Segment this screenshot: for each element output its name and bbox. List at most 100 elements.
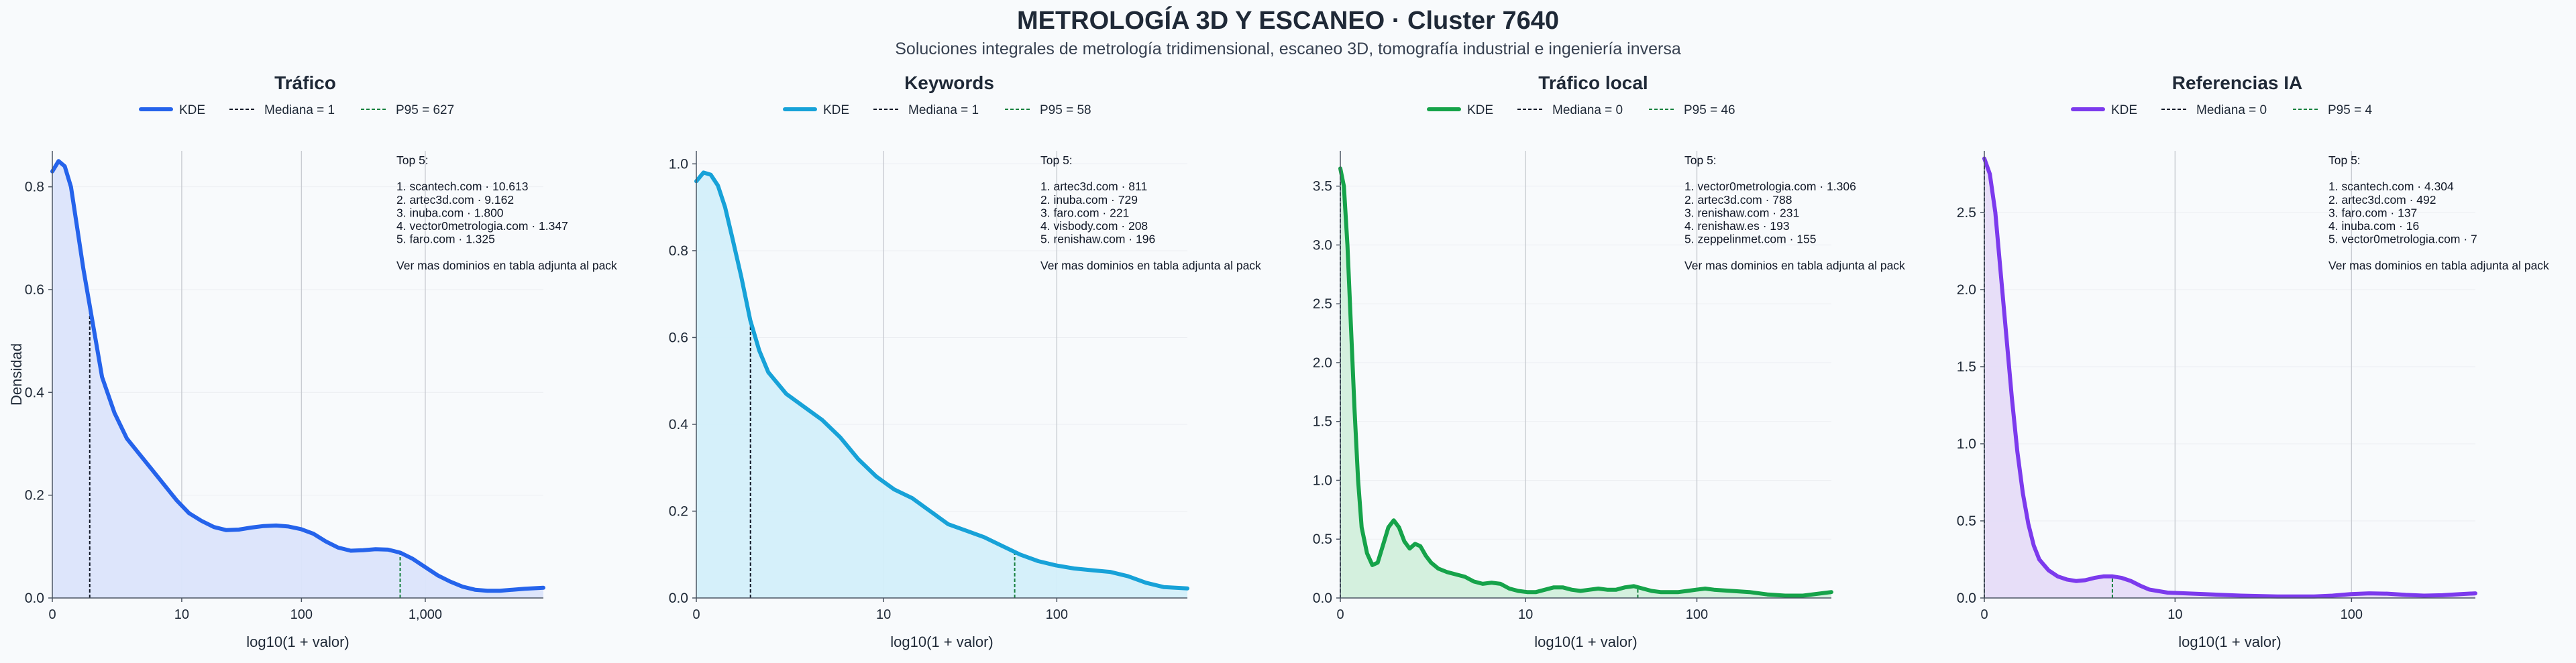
annotation-line: Ver mas dominios en tabla adjunta al pac… <box>396 259 617 272</box>
annotation-line: 2. artec3d.com · 9.162 <box>396 193 514 206</box>
y-tick-label: 2.5 <box>1957 205 1976 221</box>
y-tick-label: 0.0 <box>669 591 688 606</box>
y-tick-label: 0.8 <box>669 243 688 259</box>
x-tick-label: 100 <box>1046 607 1068 622</box>
x-tick-label: 10 <box>174 607 189 622</box>
x-tick-label: 10 <box>1518 607 1533 622</box>
x-tick-label: 1,000 <box>409 607 442 622</box>
x-tick-label: 0 <box>1980 607 1988 622</box>
annotation-line: 5. renishaw.com · 196 <box>1040 233 1155 246</box>
y-tick-label: 2.0 <box>1313 355 1332 371</box>
x-tick-label: 10 <box>2167 607 2182 622</box>
annotation-line: 4. inuba.com · 16 <box>2328 219 2419 233</box>
y-tick-label: 1.5 <box>1957 359 1976 375</box>
figure-subtitle: Soluciones integrales de metrología trid… <box>895 40 1681 58</box>
legend-kde-label: KDE <box>823 103 849 117</box>
legend: KDE Mediana = 0 P95 = 46 <box>1427 103 1735 117</box>
y-tick-label: 0.0 <box>1957 591 1976 606</box>
y-tick-label: 0.2 <box>669 503 688 519</box>
legend: KDE Mediana = 1 P95 = 627 <box>139 103 454 117</box>
x-tick-label: 100 <box>2341 607 2363 622</box>
y-tick-label: 1.5 <box>1313 414 1332 430</box>
y-tick-label: 0.0 <box>25 591 44 606</box>
annotation-line: 1. artec3d.com · 811 <box>1040 180 1147 193</box>
x-tick-label: 0 <box>692 607 700 622</box>
panel-title: Keywords <box>904 72 994 93</box>
kde-line <box>1338 166 1833 598</box>
panel-trafico: Tráfico KDE Mediana = 1 P95 = 627 0.0 0.2 0.4 0… <box>8 72 617 650</box>
y-tick-label: 2.5 <box>1313 296 1332 312</box>
panel-title: Referencias IA <box>2172 72 2303 93</box>
annotation-line: Top 5: <box>2328 154 2361 167</box>
y-tick-label: 0.4 <box>25 385 45 400</box>
annotation-line: 4. visbody.com · 208 <box>1040 219 1148 233</box>
annotation-line: 2. inuba.com · 729 <box>1040 193 1138 206</box>
x-tick-label: 100 <box>290 607 313 622</box>
legend-median-label: Mediana = 0 <box>2196 103 2267 117</box>
panel-title: Tráfico <box>274 72 336 93</box>
y-tick-label: 0.6 <box>25 282 44 298</box>
legend-kde-label: KDE <box>179 103 205 117</box>
annotation-line: 4. vector0metrologia.com · 1.347 <box>396 219 568 233</box>
kde-area <box>696 172 1187 598</box>
annotation-line: 3. faro.com · 137 <box>2328 206 2417 219</box>
figure-header: METROLOGÍA 3D Y ESCANEO · Cluster 7640 S… <box>0 5 2576 60</box>
annotation-line: 5. zeppelinmet.com · 155 <box>1684 233 1817 246</box>
annotation-line: Top 5: <box>1684 154 1717 167</box>
legend-median-label: Mediana = 1 <box>264 103 335 117</box>
annotation-line: Ver mas dominios en tabla adjunta al pac… <box>2328 259 2549 272</box>
annotation-line: Ver mas dominios en tabla adjunta al pac… <box>1040 259 1261 272</box>
kde-line <box>1982 156 2477 599</box>
annotation-line: Top 5: <box>396 154 429 167</box>
kde-area <box>52 161 543 599</box>
panel-trafico-local: Tráfico local KDE Mediana = 0 P95 = 46 0.0 0.… <box>1313 72 1905 650</box>
x-axis-label: log10(1 + valor) <box>890 634 993 650</box>
annotation-line: Top 5: <box>1040 154 1073 167</box>
kde-line <box>50 159 545 593</box>
panel-title: Tráfico local <box>1538 72 1648 93</box>
x-tick-label: 100 <box>1686 607 1708 622</box>
legend-p95-label: P95 = 58 <box>1040 103 1091 117</box>
y-axis-label: Densidad <box>8 343 25 406</box>
annotation-line: 1. scantech.com · 10.613 <box>396 180 529 193</box>
legend-kde-label: KDE <box>1467 103 1493 117</box>
y-tick-label: 0.4 <box>669 417 689 432</box>
legend: KDE Mediana = 0 P95 = 4 <box>2071 103 2372 117</box>
panel-keywords: Keywords KDE Mediana = 1 P95 = 58 0.0 0.2 0.4 0… <box>669 72 1261 650</box>
y-tick-label: 0.5 <box>1957 514 1976 529</box>
x-axis-label: log10(1 + valor) <box>2178 634 2281 650</box>
figure-title: METROLOGÍA 3D Y ESCANEO · Cluster 7640 <box>1016 7 1560 35</box>
y-tick-label: 3.5 <box>1313 179 1332 194</box>
y-tick-label: 0.0 <box>1313 591 1332 606</box>
annotation-line: 2. artec3d.com · 492 <box>2328 193 2436 206</box>
annotation-line: 5. faro.com · 1.325 <box>396 233 495 246</box>
top5-annotation: Top 5: 1. vector0metrologia.com · 1.3062.… <box>1684 154 1905 272</box>
legend-median-label: Mediana = 0 <box>1552 103 1623 117</box>
annotation-line: Ver mas dominios en tabla adjunta al pac… <box>1684 259 1905 272</box>
y-tick-label: 1.0 <box>1957 436 1976 452</box>
kde-line <box>694 170 1189 591</box>
legend-p95-label: P95 = 627 <box>396 103 454 117</box>
y-tick-label: 0.2 <box>25 488 44 503</box>
legend-p95-label: P95 = 4 <box>2328 103 2372 117</box>
legend-median-label: Mediana = 1 <box>908 103 979 117</box>
legend-kde-label: KDE <box>2111 103 2137 117</box>
annotation-line: 5. vector0metrologia.com · 7 <box>2328 233 2477 246</box>
y-tick-label: 0.8 <box>25 180 44 195</box>
x-tick-label: 10 <box>876 607 891 622</box>
annotation-line: 3. renishaw.com · 231 <box>1684 206 1799 219</box>
annotation-line: 3. inuba.com · 1.800 <box>396 206 504 219</box>
x-tick-label: 0 <box>1336 607 1344 622</box>
annotation-line: 1. vector0metrologia.com · 1.306 <box>1684 180 1856 193</box>
x-axis-label: log10(1 + valor) <box>246 634 349 650</box>
y-tick-label: 1.0 <box>669 156 688 172</box>
kde-area <box>1340 168 1831 599</box>
x-tick-label: 0 <box>48 607 56 622</box>
legend-p95-label: P95 = 46 <box>1684 103 1735 117</box>
annotation-line: 3. faro.com · 221 <box>1040 206 1129 219</box>
y-tick-label: 2.0 <box>1957 282 1976 298</box>
x-axis-label: log10(1 + valor) <box>1534 634 1637 650</box>
legend: KDE Mediana = 1 P95 = 58 <box>783 103 1091 117</box>
